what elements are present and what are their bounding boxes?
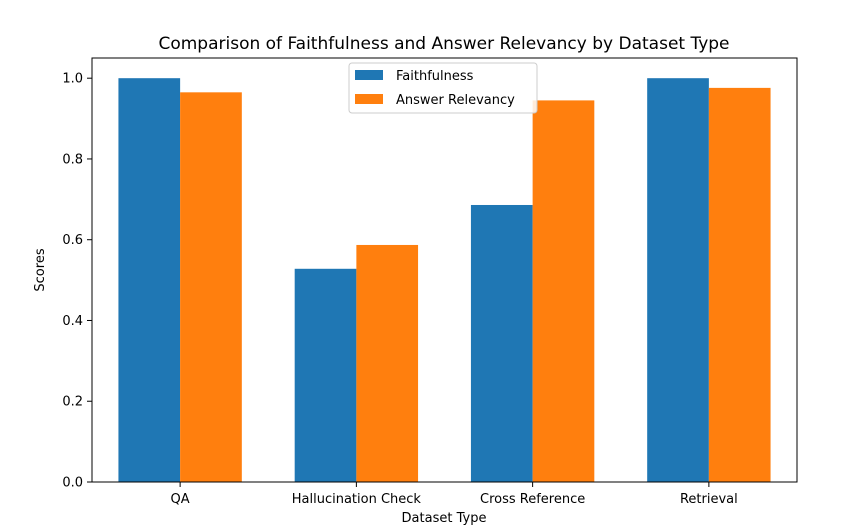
bar-answer-relevancy-retrieval bbox=[708, 87, 771, 483]
bar-faithfulness-qa bbox=[118, 78, 181, 482]
x-axis-label: Dataset Type bbox=[402, 511, 487, 526]
bar-answer-relevancy-hallucination-check bbox=[356, 244, 419, 482]
x-tick-label: QA bbox=[171, 492, 190, 507]
legend-label-faithfulness: Faithfulness bbox=[396, 69, 474, 84]
bars-layer bbox=[118, 78, 771, 483]
y-tick-label: 0.2 bbox=[62, 395, 83, 410]
legend-frame bbox=[348, 62, 538, 114]
legend: Faithfulness Answer Relevancy bbox=[348, 62, 538, 114]
x-tick-label: Hallucination Check bbox=[292, 492, 422, 507]
y-tick-label: 1.0 bbox=[62, 72, 83, 87]
y-tick-label: 0.8 bbox=[62, 152, 83, 167]
y-tick-label: 0.4 bbox=[62, 314, 83, 329]
bar-faithfulness-retrieval bbox=[647, 78, 709, 482]
bar-answer-relevancy-cross-reference bbox=[532, 100, 595, 483]
chart-title: Comparison of Faithfulness and Answer Re… bbox=[158, 34, 729, 54]
x-tick-label: Cross Reference bbox=[480, 492, 585, 507]
legend-swatch-faithfulness bbox=[355, 70, 383, 80]
x-tick-label: Retrieval bbox=[680, 492, 738, 507]
bar-faithfulness-cross-reference bbox=[470, 204, 533, 482]
legend-label-answer-relevancy: Answer Relevancy bbox=[396, 93, 515, 108]
y-tick-label: 0.0 bbox=[62, 476, 83, 491]
axes-layer: 0.0 0.2 0.4 0.6 0.8 1.0 QA Hallucination Check C… bbox=[62, 57, 798, 507]
bar-faithfulness-hallucination-check bbox=[294, 268, 357, 482]
plot-frame bbox=[91, 57, 798, 483]
bar-answer-relevancy-qa bbox=[180, 92, 242, 483]
legend-swatch-answer-relevancy bbox=[355, 94, 383, 104]
y-axis-label: Scores bbox=[33, 248, 48, 291]
y-tick-label: 0.6 bbox=[62, 233, 83, 248]
